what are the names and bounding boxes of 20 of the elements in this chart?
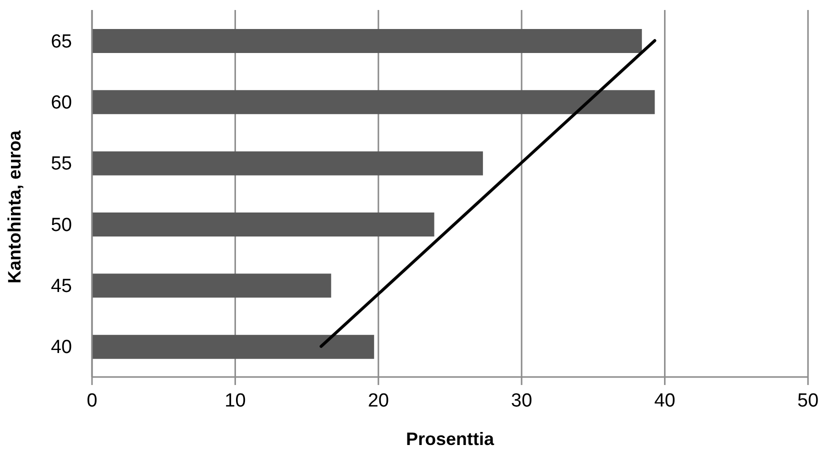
bar [92, 212, 434, 236]
y-tick-label: 45 [50, 276, 72, 297]
y-tick-label: 40 [50, 337, 72, 358]
x-tick-label: 20 [368, 390, 389, 412]
bar [92, 29, 642, 53]
bar [92, 151, 483, 176]
y-tick-label: 65 [50, 31, 72, 52]
y-tick-label: 50 [50, 214, 72, 236]
x-tick-label: 30 [511, 390, 532, 412]
bar [92, 274, 332, 298]
x-tick-label: 0 [86, 390, 98, 412]
y-tick-label: 55 [50, 154, 72, 175]
bar [92, 90, 655, 114]
x-tick-label: 50 [797, 390, 819, 412]
x-tick-label: 40 [654, 390, 676, 412]
y-tick-label: 60 [50, 92, 72, 114]
x-axis-title: Prosenttia [406, 429, 495, 449]
y-axis-title: Kantohinta, euroa [4, 130, 24, 284]
x-tick-label: 10 [224, 390, 246, 412]
bar [92, 334, 374, 359]
